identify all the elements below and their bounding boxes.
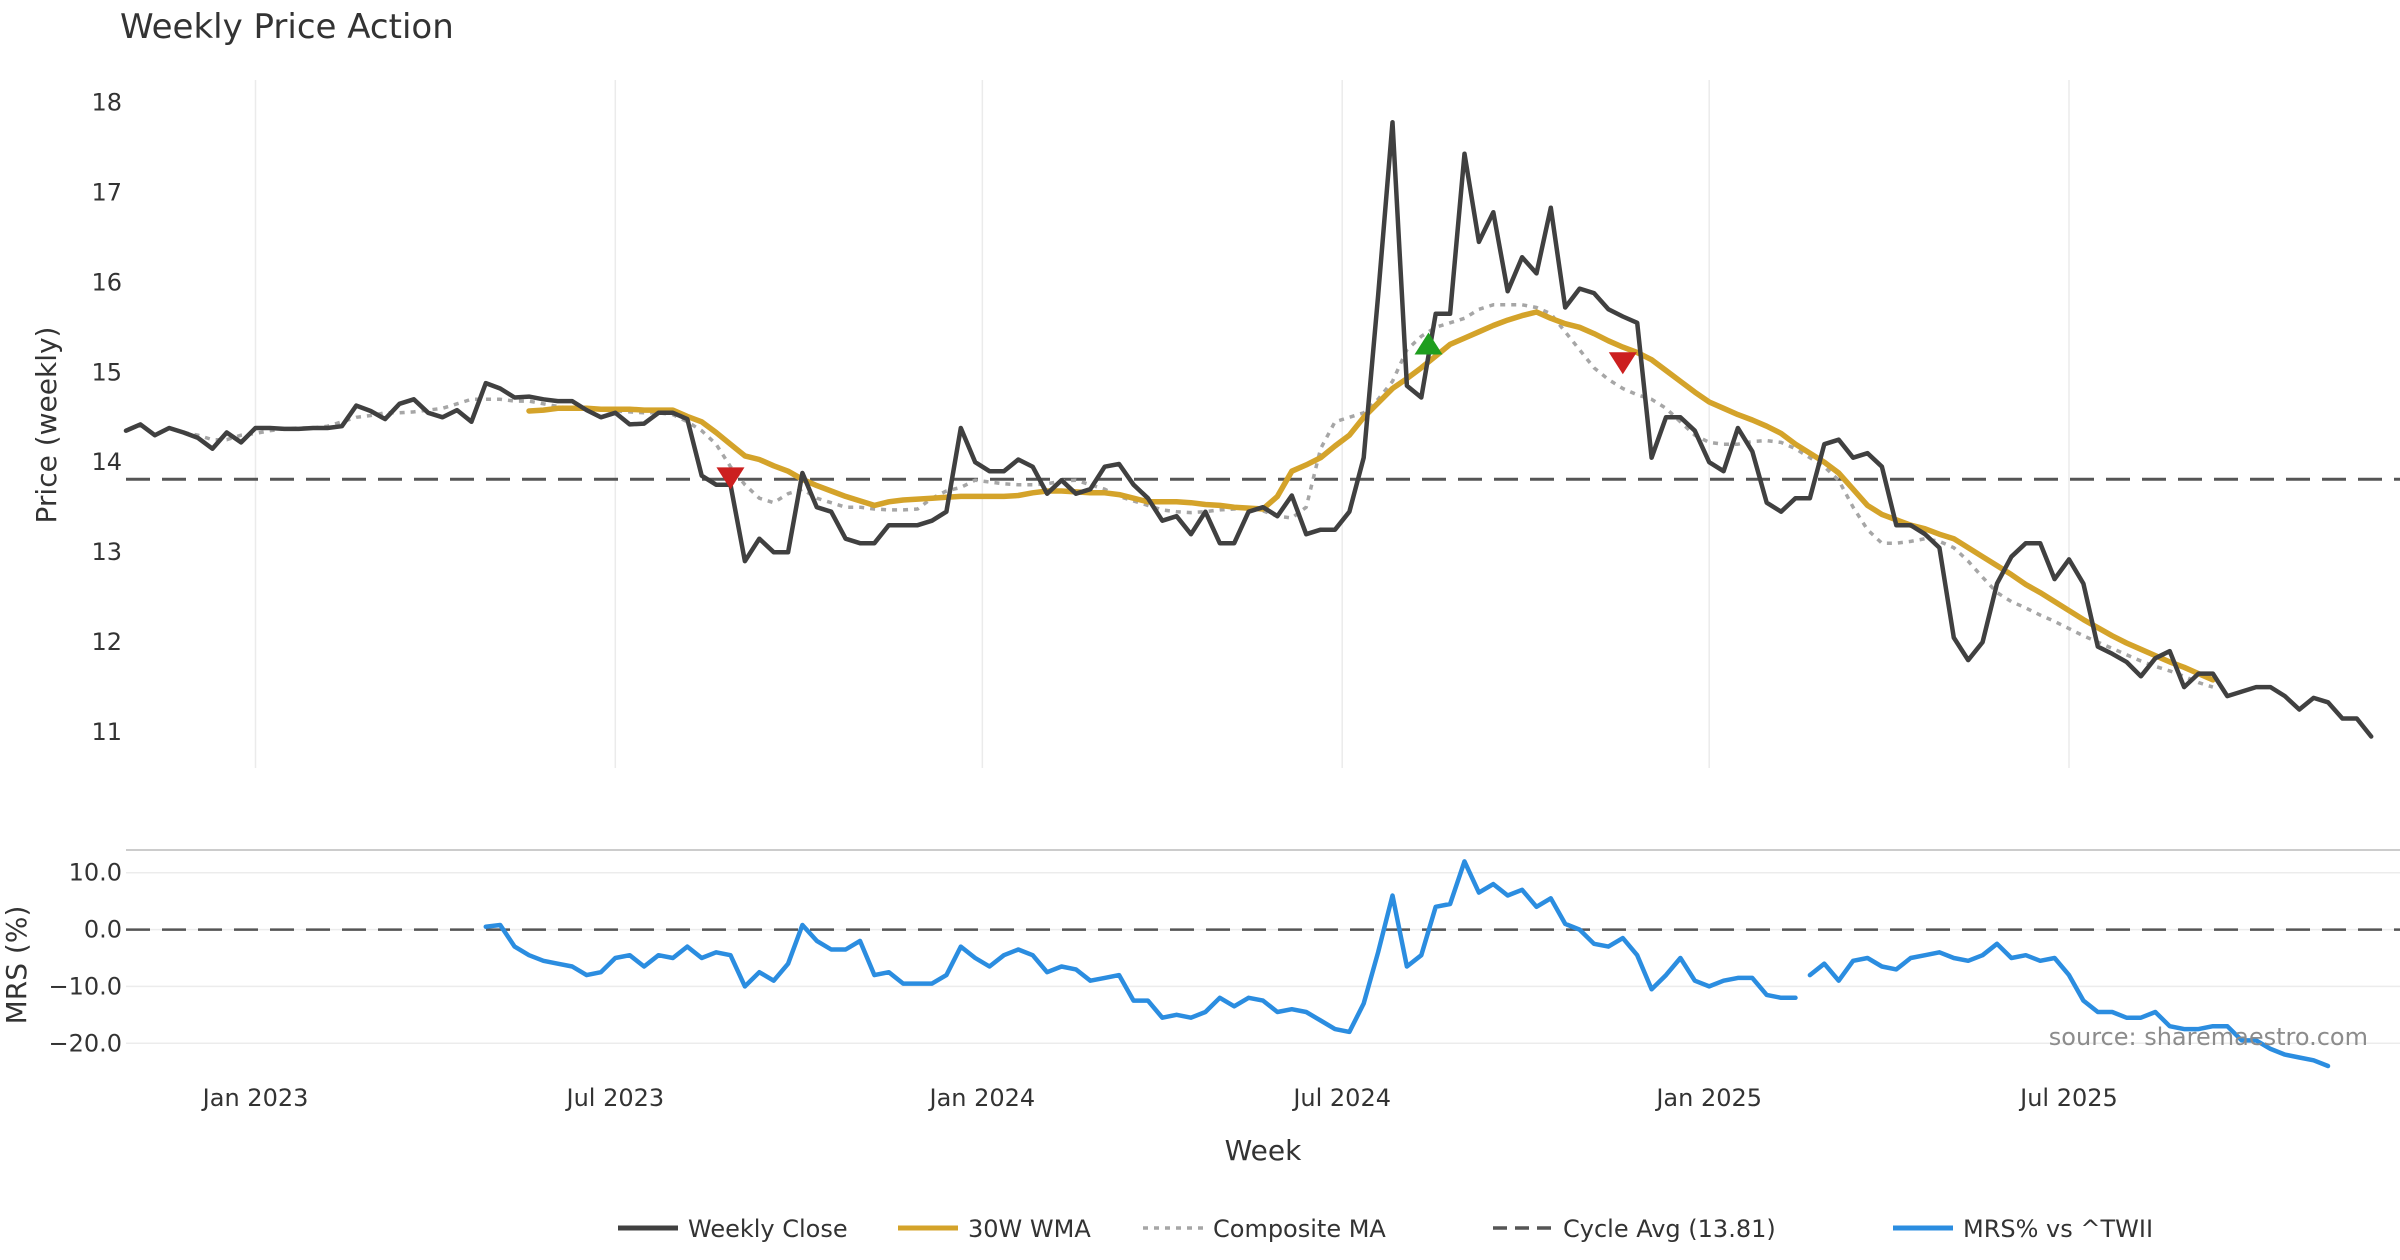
x-tick-label: Jan 2024	[927, 1084, 1035, 1112]
mrs-line-segment	[1807, 941, 2331, 1069]
legend-label: MRS% vs ^TWII	[1963, 1215, 2153, 1243]
x-tick-label: Jan 2025	[1654, 1084, 1762, 1112]
sell-signal-marker	[1608, 352, 1637, 375]
x-tick-label: Jul 2024	[1291, 1084, 1391, 1112]
price-series	[123, 120, 2374, 739]
price-y-tick-label: 17	[91, 178, 122, 206]
mrs-y-tick-label: 0.0	[84, 916, 122, 944]
legend-item: 30W WMA	[898, 1215, 1091, 1243]
x-tick-label: Jul 2023	[565, 1084, 665, 1112]
price-y-tick-label: 11	[91, 718, 122, 746]
chart-title: Weekly Price Action	[120, 7, 454, 47]
signal-markers	[716, 332, 1637, 490]
x-tick-label: Jul 2025	[2018, 1084, 2118, 1112]
legend-item: Cycle Avg (13.81)	[1493, 1215, 1776, 1243]
price-panel-gridlines	[254, 80, 2070, 768]
price-y-tick-label: 15	[91, 358, 122, 386]
mrs-y-tick-label: −20.0	[48, 1029, 122, 1057]
price-y-axis-ticks: 11 12 13 14 15 16 17 18	[91, 88, 122, 746]
mrs-y-axis-label: MRS (%)	[0, 906, 33, 1025]
source-note: source: sharemaestro.com	[2049, 1023, 2368, 1051]
mrs-line-segment	[483, 859, 1798, 1035]
price-y-tick-label: 18	[91, 88, 122, 116]
price-y-tick-label: 12	[91, 628, 122, 656]
x-tick-label: Jan 2023	[201, 1084, 309, 1112]
price-y-tick-label: 16	[91, 268, 122, 296]
legend-item: Composite MA	[1143, 1215, 1386, 1243]
x-axis-ticks: Jan 2023 Jul 2023 Jan 2024 Jul 2024 Jan 2025…	[201, 1084, 2118, 1112]
mrs-series	[483, 859, 2331, 1069]
legend-label: 30W WMA	[968, 1215, 1091, 1243]
weekly-close-line	[123, 120, 2374, 739]
legend: Weekly Close 30W WMA Composite MA Cycle Avg…	[618, 1215, 2153, 1243]
legend-item: Weekly Close	[618, 1215, 848, 1243]
legend-label: Composite MA	[1213, 1215, 1386, 1243]
price-y-tick-label: 13	[91, 538, 122, 566]
mrs-y-tick-label: 10.0	[69, 859, 122, 887]
mrs-y-tick-label: −10.0	[48, 972, 122, 1000]
wma-30w-line	[526, 309, 2216, 683]
buy-signal-marker	[1414, 332, 1443, 355]
price-y-axis-label: Price (weekly)	[30, 327, 63, 524]
legend-item: MRS% vs ^TWII	[1893, 1215, 2153, 1243]
mrs-panel-gridlines	[126, 871, 2400, 1045]
price-y-tick-label: 14	[91, 448, 122, 476]
legend-label: Cycle Avg (13.81)	[1563, 1215, 1776, 1243]
x-axis-label: Week	[1225, 1134, 1302, 1167]
mrs-y-axis-ticks: 10.0 0.0 −10.0 −20.0	[48, 859, 122, 1058]
sell-signal-marker	[716, 467, 745, 490]
legend-label: Weekly Close	[688, 1215, 848, 1243]
composite-ma-line	[183, 303, 2214, 689]
